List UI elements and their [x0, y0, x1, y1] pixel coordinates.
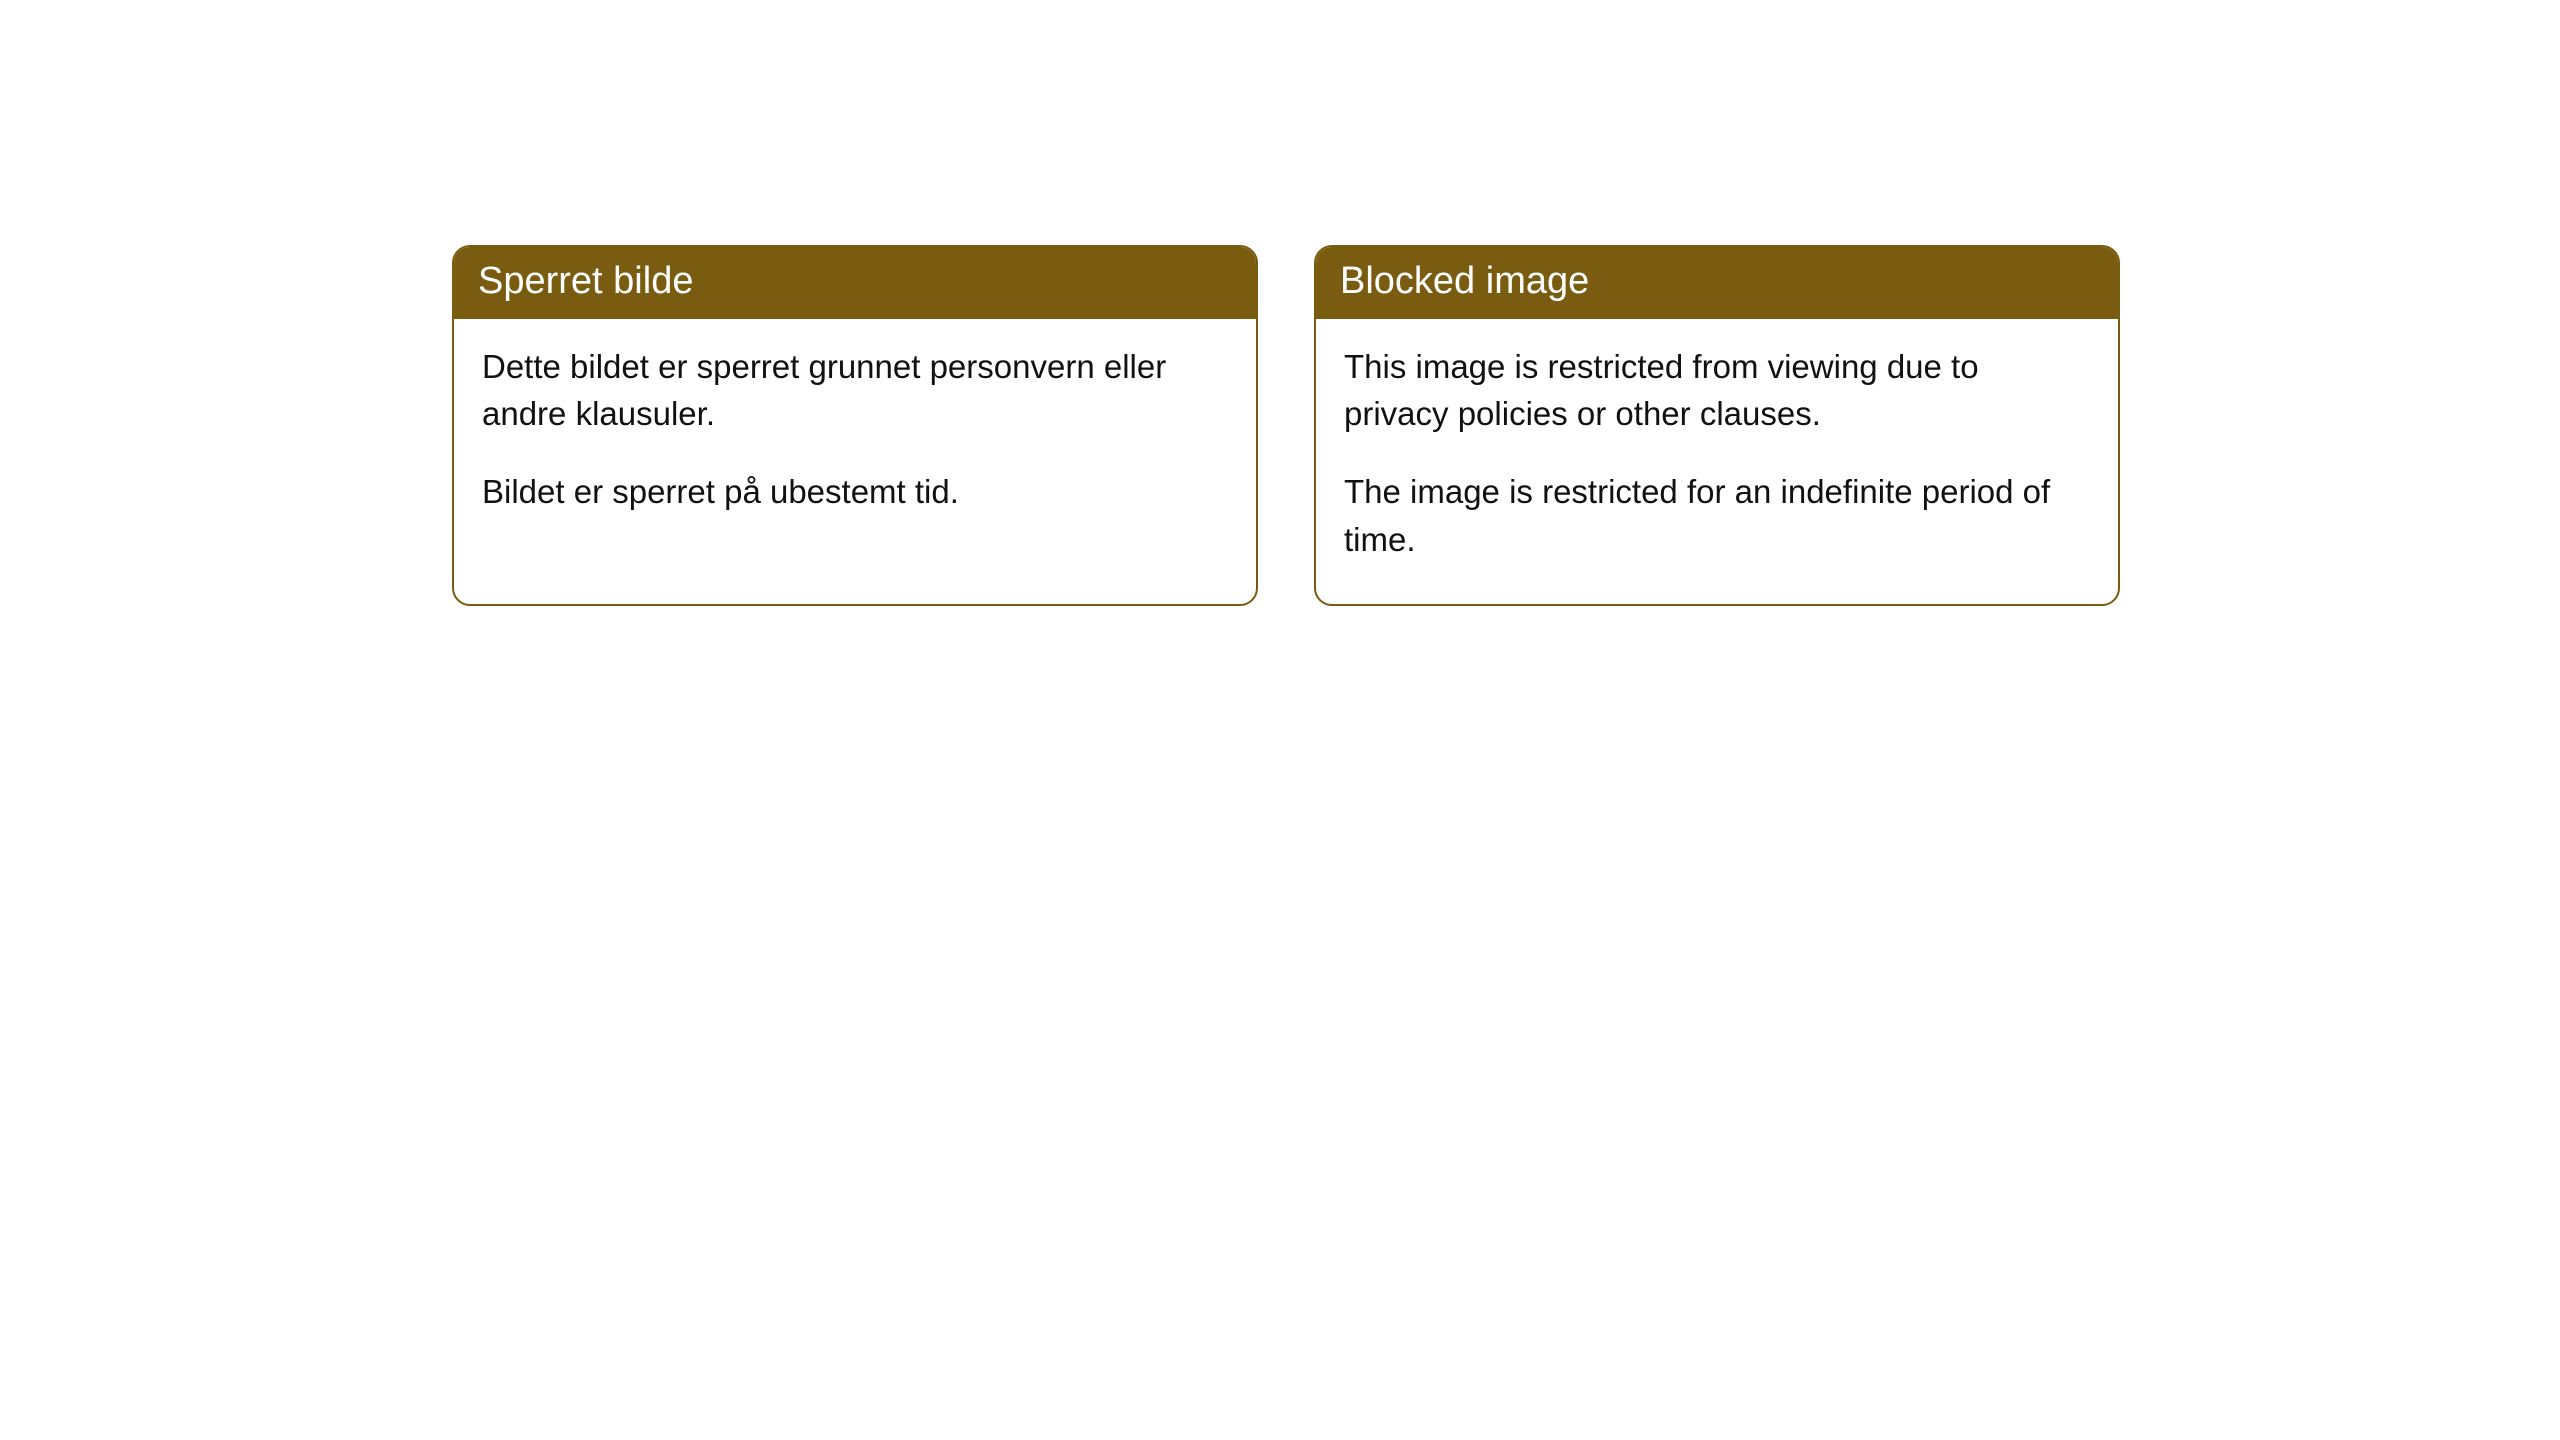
blocked-image-card-en: Blocked image This image is restricted f… [1314, 245, 2120, 606]
card-paragraph-1: Dette bildet er sperret grunnet personve… [482, 343, 1228, 439]
card-paragraph-2: Bildet er sperret på ubestemt tid. [482, 468, 1228, 516]
card-body: Dette bildet er sperret grunnet personve… [454, 319, 1256, 557]
card-paragraph-2: The image is restricted for an indefinit… [1344, 468, 2090, 564]
notice-container: Sperret bilde Dette bildet er sperret gr… [452, 245, 2120, 606]
card-header: Sperret bilde [454, 247, 1256, 319]
blocked-image-card-no: Sperret bilde Dette bildet er sperret gr… [452, 245, 1258, 606]
card-body: This image is restricted from viewing du… [1316, 319, 2118, 604]
card-paragraph-1: This image is restricted from viewing du… [1344, 343, 2090, 439]
card-header: Blocked image [1316, 247, 2118, 319]
